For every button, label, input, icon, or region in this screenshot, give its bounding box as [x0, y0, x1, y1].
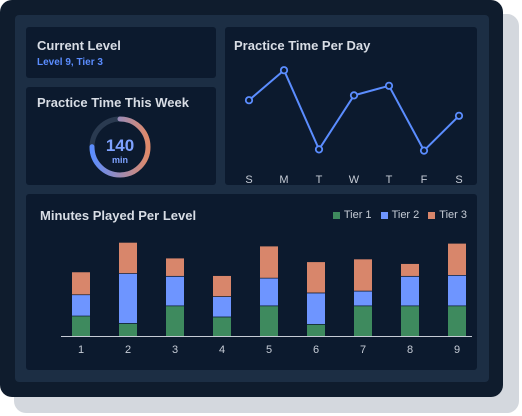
bar-segment-tier-3	[307, 262, 325, 293]
bar-segment-tier-2	[354, 290, 372, 306]
bar-segment-tier-1	[401, 305, 419, 336]
line-point	[244, 96, 254, 105]
legend-item-tier-1: Tier 1	[332, 209, 372, 221]
bar-segment-tier-3	[401, 263, 419, 276]
minutes-per-level-title: Minutes Played Per Level	[40, 208, 197, 223]
weekly-practice-card: Practice Time This Week 140 min	[26, 87, 216, 185]
bar-segment-tier-2	[72, 294, 90, 316]
line-series	[248, 69, 460, 152]
line-point	[419, 146, 429, 155]
x-tick-label: F	[421, 174, 428, 185]
bar-segment-tier-1	[448, 305, 466, 336]
legend-item-tier-3: Tier 3	[428, 209, 467, 221]
x-tick-label: 9	[454, 344, 460, 356]
x-tick-label: 3	[172, 344, 178, 356]
line-point	[314, 145, 324, 154]
bar-segment-tier-3	[166, 258, 184, 276]
practice-ring: 140 min	[89, 116, 151, 178]
x-tick-label: 8	[407, 344, 413, 356]
bar-segment-tier-1	[119, 323, 137, 336]
bar-segment-tier-3	[72, 272, 90, 295]
bar-segment-tier-3	[119, 242, 137, 274]
legend-label: Tier 1	[343, 209, 372, 221]
legend-item-tier-2: Tier 2	[380, 209, 420, 221]
line-point	[384, 81, 394, 90]
current-level-value: Level 9, Tier 3	[37, 57, 103, 68]
bar-segment-tier-2	[307, 292, 325, 324]
practice-minutes-unit: min	[112, 155, 128, 165]
practice-minutes-value: 140	[106, 136, 134, 155]
daily-practice-title: Practice Time Per Day	[234, 38, 371, 53]
x-tick-label: 1	[78, 344, 84, 356]
bar-segment-tier-1	[166, 305, 184, 336]
bar-segment-tier-3	[260, 246, 278, 278]
current-level-card: Current Level Level 9, Tier 3	[26, 27, 216, 78]
x-tick-label: S	[245, 174, 252, 185]
x-tick-label: T	[316, 174, 323, 185]
bar-segment-tier-3	[213, 275, 231, 297]
legend-swatch	[332, 211, 340, 219]
chart-legend: Tier 1 Tier 2 Tier 3	[332, 209, 467, 221]
x-tick-label: S	[455, 174, 462, 185]
x-tick-label: 6	[313, 344, 319, 356]
daily-practice-card: Practice Time Per Day S M T W T F S	[225, 27, 477, 185]
bar-segment-tier-3	[448, 243, 466, 276]
bar-segment-tier-2	[448, 275, 466, 306]
bar-segment-tier-2	[166, 275, 184, 306]
bar-segment-tier-2	[260, 277, 278, 306]
practice-ring-progress	[89, 116, 151, 178]
bar-segment-tier-1	[213, 316, 231, 336]
line-point	[279, 66, 289, 75]
minutes-per-level-chart: 1 2 3 4 5 6 7 8 9	[61, 242, 472, 356]
dashboard-content: Current Level Level 9, Tier 3 Practice T…	[15, 15, 489, 382]
legend-swatch	[380, 211, 388, 219]
bar-segment-tier-1	[72, 315, 90, 336]
current-level-title: Current Level	[37, 38, 121, 53]
bar-segment-tier-1	[260, 305, 278, 336]
x-tick-label: T	[386, 174, 393, 185]
minutes-per-level-card: Minutes Played Per Level Tier 1 Tier 2 T…	[26, 194, 477, 370]
legend-label: Tier 3	[439, 209, 467, 221]
legend-label: Tier 2	[391, 209, 420, 221]
x-tick-label: 7	[360, 344, 366, 356]
dashboard-window: Current Level Level 9, Tier 3 Practice T…	[0, 0, 503, 397]
bar-segment-tier-1	[354, 305, 372, 336]
line-point	[454, 111, 464, 120]
bar-segment-tier-2	[119, 273, 137, 324]
x-tick-label: 4	[219, 344, 225, 356]
x-tick-label: M	[279, 174, 288, 185]
x-tick-label: 2	[125, 344, 131, 356]
legend-swatch	[428, 211, 436, 219]
line-point	[349, 91, 359, 100]
weekly-practice-title: Practice Time This Week	[37, 95, 189, 110]
bar-segment-tier-2	[401, 275, 419, 306]
x-tick-label: 5	[266, 344, 272, 356]
bar-segment-tier-1	[307, 323, 325, 336]
bar-segment-tier-3	[354, 259, 372, 291]
x-tick-label: W	[349, 174, 360, 185]
bar-segment-tier-2	[213, 296, 231, 317]
